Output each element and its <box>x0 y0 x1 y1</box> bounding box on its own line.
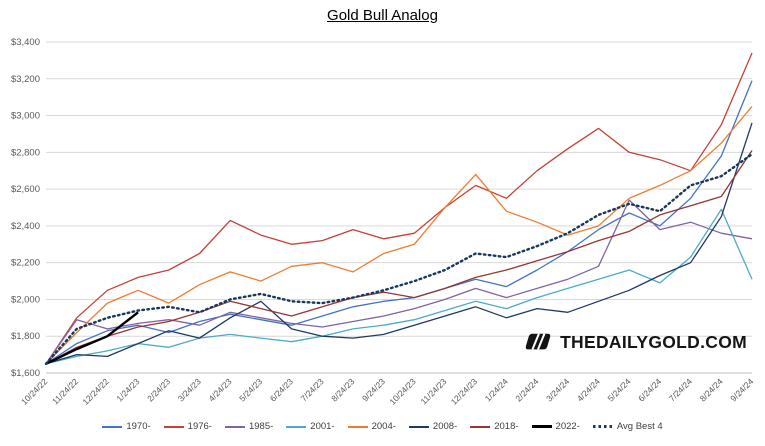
x-axis-tick-label: 1/24/24 <box>483 376 510 403</box>
x-axis-tick-label: 11/24/23 <box>418 376 448 406</box>
legend-item: 2022- <box>531 421 580 432</box>
y-axis-tick-label: $2,400 <box>11 221 40 232</box>
x-axis-tick-label: 4/24/23 <box>206 376 233 403</box>
x-axis-tick-label: 6/24/23 <box>268 376 295 403</box>
thedailygold-logo <box>525 333 551 350</box>
x-axis-tick-label: 2/24/23 <box>145 376 172 403</box>
legend: 1970- 1976- 1985- 2001- 2004- 2008- 2018- 2022-… <box>0 421 765 432</box>
legend-swatch <box>286 425 307 428</box>
series-line-2004 <box>45 105 753 365</box>
x-axis-tick-label: 5/24/23 <box>237 376 264 403</box>
y-axis-tick-label: $3,200 <box>11 74 40 85</box>
y-axis-tick-label: $2,800 <box>11 147 40 158</box>
x-axis-tick-label: 12/24/22 <box>80 376 111 407</box>
legend-item: 1976- <box>163 421 212 432</box>
y-axis-tick-label: $2,200 <box>11 258 40 269</box>
x-axis-tick-label: 8/24/23 <box>329 376 356 403</box>
series-line-1976 <box>45 52 753 365</box>
legend-swatch <box>102 425 123 428</box>
x-axis-tick-label: 1/24/23 <box>114 376 141 403</box>
legend-item: 2018- <box>470 421 519 432</box>
y-axis-tick-label: $3,400 <box>11 37 40 48</box>
x-axis-tick-label: 4/24/24 <box>575 376 602 403</box>
legend-item: 2001- <box>286 421 335 432</box>
legend-swatch <box>470 425 491 428</box>
legend-item: 1985- <box>224 421 274 432</box>
series-line-2001 <box>45 208 753 365</box>
watermark-text: THEDAILYGOLD.COM <box>560 331 747 352</box>
legend-label: 1970- <box>126 421 151 432</box>
legend-label: 2018- <box>494 421 519 432</box>
series-line-2018 <box>45 150 753 365</box>
legend-label: Avg Best 4 <box>616 421 663 432</box>
legend-item: Avg Best 4 <box>592 421 663 432</box>
x-axis-tick-label: 7/24/24 <box>667 376 694 403</box>
x-axis-tick-label: 12/24/23 <box>449 376 480 407</box>
legend-swatch <box>347 425 368 428</box>
x-axis-tick-label: 9/24/23 <box>360 376 387 403</box>
legend-item: 2004- <box>347 421 396 432</box>
y-axis-tick-label: $1,600 <box>11 368 40 379</box>
legend-item: 2008- <box>408 421 458 432</box>
y-axis-tick-label: $2,000 <box>11 294 40 305</box>
legend-label: 1976- <box>187 421 212 432</box>
legend-label: 2008- <box>432 421 458 432</box>
x-axis-tick-label: 5/24/24 <box>605 376 632 403</box>
x-axis-tick-label: 10/24/23 <box>387 376 418 407</box>
x-axis-tick-label: 10/24/22 <box>19 376 50 407</box>
x-axis-tick-label: 3/24/23 <box>176 376 203 403</box>
x-axis-tick-label: 9/24/24 <box>728 376 755 403</box>
legend-label: 2004- <box>371 421 396 432</box>
x-axis-tick-label: 2/24/24 <box>513 376 540 403</box>
y-axis-tick-label: $3,000 <box>11 111 40 122</box>
legend-item: 1970- <box>102 421 151 432</box>
y-axis-tick-label: $1,800 <box>11 331 40 342</box>
series-line-1970 <box>45 80 753 365</box>
series-line-AvgBest4 <box>44 153 754 365</box>
legend-label: 2022- <box>555 421 580 432</box>
x-axis-tick-label: 7/24/23 <box>299 376 326 403</box>
legend-swatch <box>408 425 429 428</box>
legend-label: 1985- <box>248 421 274 432</box>
legend-label: 2001- <box>310 421 335 432</box>
legend-swatch <box>163 425 184 428</box>
x-axis-tick-label: 8/24/24 <box>698 376 725 403</box>
series-line-2022 <box>45 311 139 365</box>
y-axis-tick-label: $2,600 <box>11 184 40 195</box>
series-line-2008 <box>45 122 753 365</box>
x-axis-tick-label: 3/24/24 <box>544 376 571 403</box>
x-axis-tick-label: 11/24/22 <box>50 376 80 406</box>
legend-swatch <box>224 425 245 428</box>
x-axis-tick-label: 6/24/24 <box>636 376 663 403</box>
watermark: THEDAILYGOLD.COM <box>523 330 747 354</box>
legend-swatch <box>592 425 613 428</box>
chart-title: Gold Bull Analog <box>327 7 438 24</box>
legend-swatch <box>531 425 552 428</box>
